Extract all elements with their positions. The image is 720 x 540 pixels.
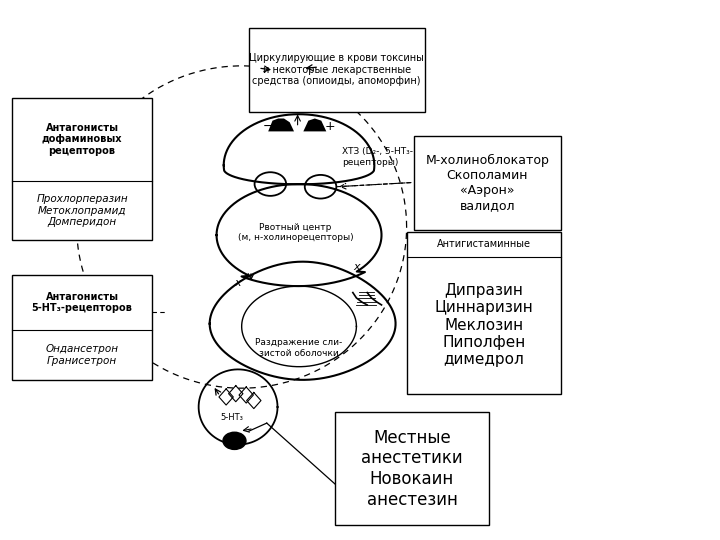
- Polygon shape: [303, 118, 326, 131]
- Text: −: −: [263, 119, 274, 132]
- Text: Дипразин
Циннаризин
Меклозин
Пиполфен
димедрол: Дипразин Циннаризин Меклозин Пиполфен ди…: [434, 283, 533, 367]
- Bar: [407, 232, 561, 394]
- Polygon shape: [268, 118, 294, 131]
- Bar: [414, 136, 561, 230]
- Text: Ондансетрон
Гранисетрон: Ондансетрон Гранисетрон: [45, 344, 119, 366]
- Text: Антигистаминные: Антигистаминные: [437, 239, 531, 249]
- Bar: [12, 98, 152, 240]
- Text: Местные
анестетики
Новокаин
анестезин: Местные анестетики Новокаин анестезин: [361, 429, 463, 509]
- Bar: [335, 413, 489, 525]
- Text: Раздражение сли-
зистой оболочки: Раздражение сли- зистой оболочки: [256, 338, 343, 357]
- Bar: [12, 275, 152, 380]
- Text: Антагонисты
дофаминовых
рецепторов: Антагонисты дофаминовых рецепторов: [42, 123, 122, 156]
- Text: ХТЗ (D₂-, 5-HT₃-
рецепторы): ХТЗ (D₂-, 5-HT₃- рецепторы): [342, 147, 413, 167]
- Text: Циркулирующие в крови токсины
и некоторые лекарственные
средства (опиоиды, апомо: Циркулирующие в крови токсины и некоторы…: [249, 53, 424, 86]
- Text: Рвотный центр
(м, н-холинорецепторы): Рвотный центр (м, н-холинорецепторы): [238, 222, 354, 242]
- Text: Прохлорперазин
Метоклопрамид
Домперидон: Прохлорперазин Метоклопрамид Домперидон: [36, 194, 128, 227]
- Bar: [249, 28, 425, 112]
- Circle shape: [223, 432, 246, 449]
- Text: Антагонисты
5-HT₃-рецепторов: Антагонисты 5-HT₃-рецепторов: [32, 292, 132, 313]
- Text: М-холиноблокатор
Скополамин
«Аэрон»
валидол: М-холиноблокатор Скополамин «Аэрон» вали…: [426, 154, 549, 212]
- Text: x: x: [353, 262, 360, 272]
- Text: 5-HT₃: 5-HT₃: [220, 413, 243, 422]
- Text: x: x: [235, 279, 241, 288]
- Text: +: +: [325, 119, 336, 132]
